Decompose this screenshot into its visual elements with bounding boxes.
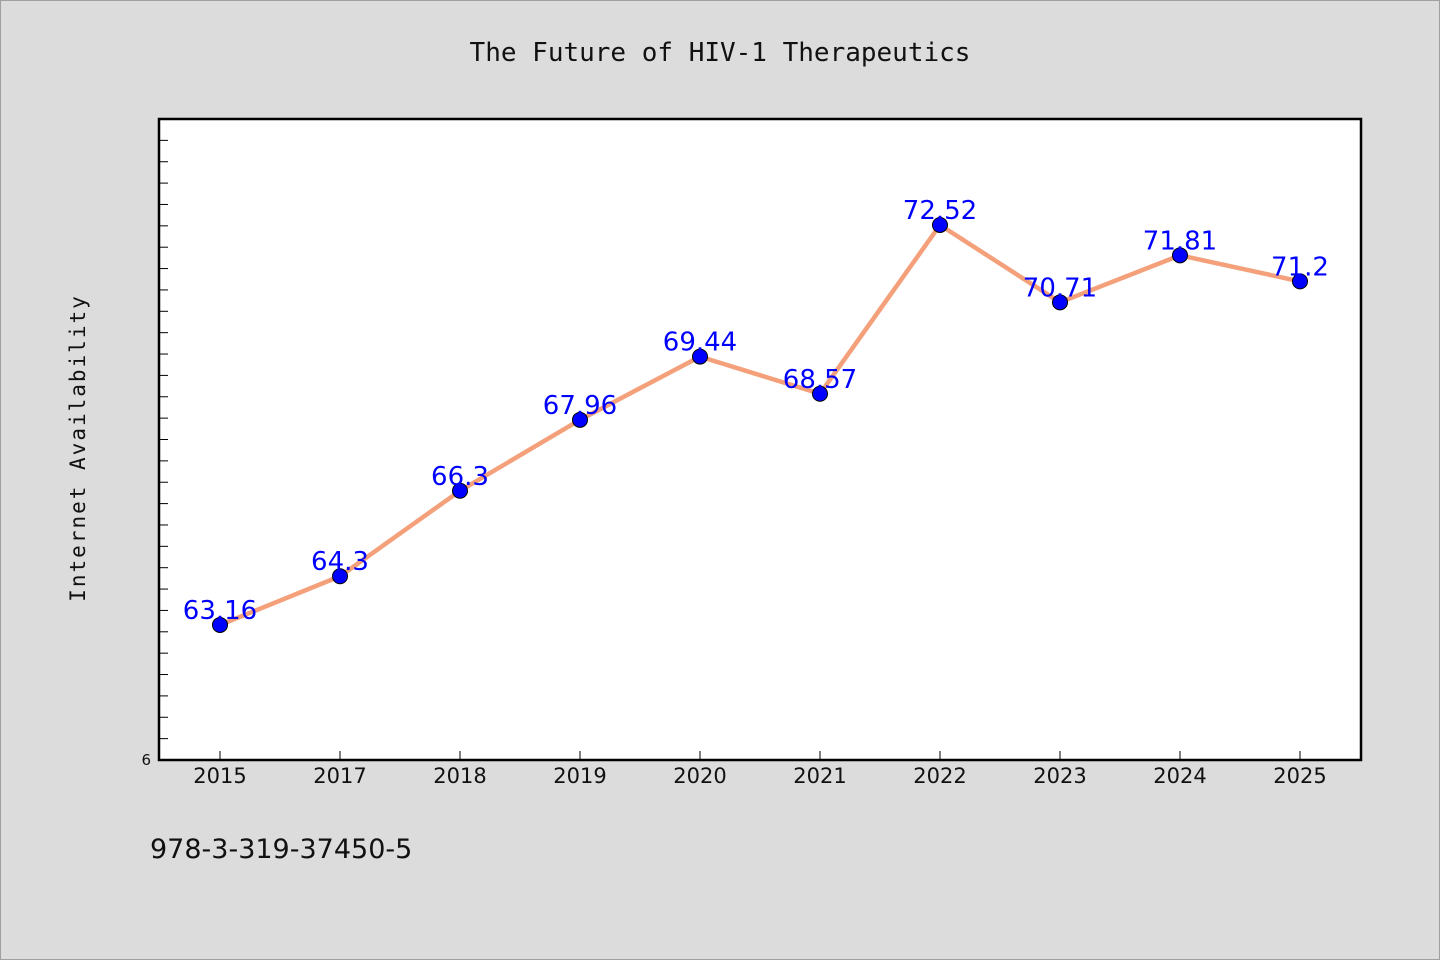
isbn-footer: 978-3-319-37450-5 (150, 834, 413, 865)
data-point (692, 348, 708, 365)
data-label: 71.81 (1143, 226, 1217, 256)
data-point (332, 568, 348, 585)
data-label: 67.96 (543, 391, 617, 421)
data-label: 72.52 (903, 196, 977, 226)
x-tick-label: 2019 (553, 764, 606, 788)
data-label: 64.3 (311, 547, 369, 577)
data-point (932, 216, 948, 233)
data-label: 69.44 (663, 328, 737, 358)
plot-area (157, 117, 1363, 762)
x-axis-ticks: 2015 2017 2018 2019 2020 2021 2022 2023 2024 2025 (193, 751, 1327, 788)
x-tick-label: 2023 (1033, 764, 1086, 788)
data-label: 71.2 (1271, 252, 1329, 282)
series-line (217, 222, 1303, 628)
x-tick-label: 2024 (1153, 764, 1206, 788)
series-line-group (217, 222, 1303, 628)
y-axis-ticks: 6 (141, 139, 168, 769)
data-point (1052, 294, 1068, 311)
x-tick-label: 2021 (793, 764, 846, 788)
data-label: 70.71 (1023, 273, 1097, 303)
data-point (452, 482, 468, 499)
series-markers (212, 216, 1308, 633)
chart-title: The Future of HIV-1 Therapeutics (470, 38, 971, 68)
x-tick-label: 2025 (1273, 764, 1326, 788)
x-tick-label: 2017 (313, 764, 366, 788)
x-tick-label: 2020 (673, 764, 726, 788)
data-point (1292, 273, 1308, 290)
data-label: 63.16 (183, 596, 257, 626)
data-label: 66.3 (431, 462, 489, 492)
data-point (212, 616, 228, 633)
x-tick-label: 2022 (913, 764, 966, 788)
data-label: 68.57 (783, 365, 857, 395)
x-tick-label: 2015 (193, 764, 246, 788)
x-tick-label: 2018 (433, 764, 486, 788)
y-axis-label: Internet Availability (66, 294, 90, 602)
y-tick-label: 6 (141, 751, 151, 769)
data-labels: 63.16 64.3 66.3 67.96 69.44 68.57 72.52 70.71 71… (183, 196, 1329, 626)
data-point (1172, 247, 1188, 264)
data-point (572, 411, 588, 428)
data-point (812, 385, 828, 402)
